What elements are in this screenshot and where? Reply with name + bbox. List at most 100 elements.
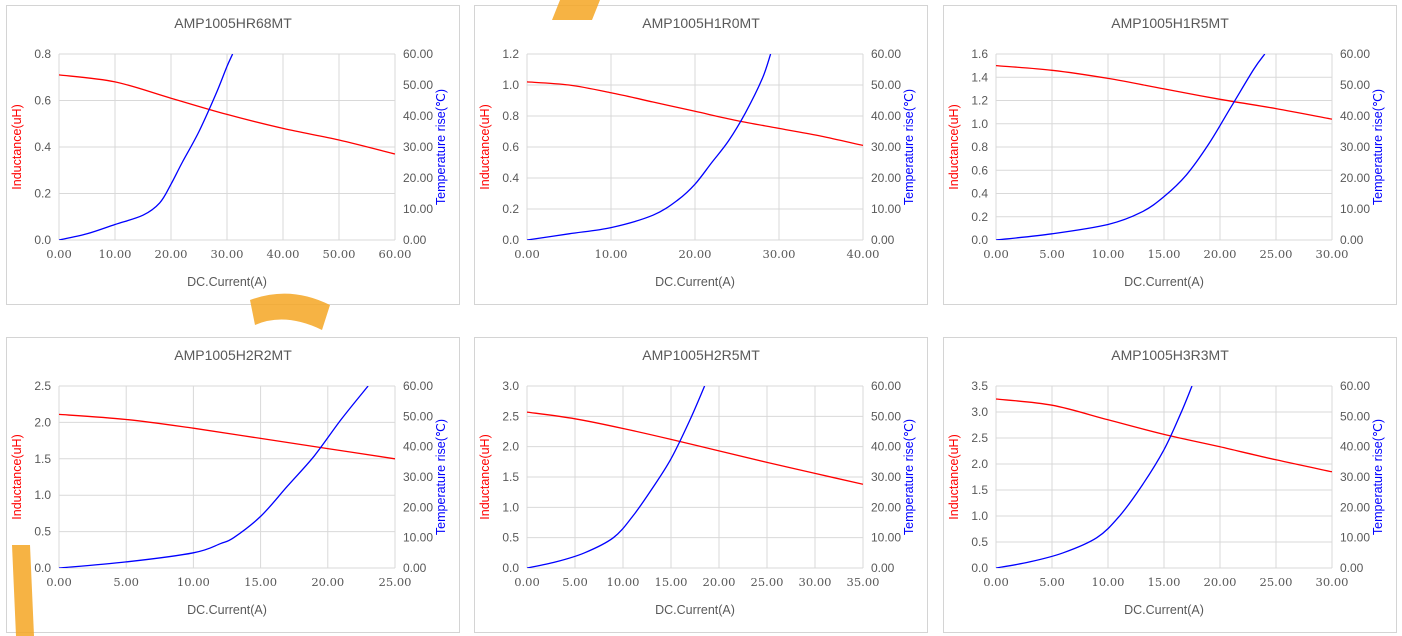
y-right-tick-label: 20.00 bbox=[403, 171, 433, 185]
chart-panel-amp1005hr68mt: AMP1005HR68MT 0.00 10.00 20.00 30.00 40.00 50.… bbox=[6, 5, 460, 305]
y-right-tick-label: 40.00 bbox=[403, 109, 433, 123]
chart-title: AMP1005H1R5MT bbox=[1111, 15, 1229, 31]
y-right-axis-label: Temperature rise(℃) bbox=[902, 419, 916, 535]
y-left-tick-label: 0.8 bbox=[502, 109, 519, 123]
x-tick-label: 10.00 bbox=[595, 247, 628, 261]
y-left-tick-label: 0.5 bbox=[502, 531, 519, 545]
y-left-tick-label: 1.0 bbox=[971, 509, 988, 523]
y-left-tick-label: 0.8 bbox=[971, 140, 988, 154]
y-left-tick-label: 0.0 bbox=[502, 233, 519, 247]
y-left-tick-label: 0.0 bbox=[34, 233, 51, 247]
y-right-tick-label: 20.00 bbox=[871, 171, 901, 185]
y-right-tick-label: 10.00 bbox=[871, 531, 901, 545]
y-left-tick-label: 1.5 bbox=[34, 452, 51, 466]
inductance-line bbox=[996, 64, 1332, 120]
y-left-tick-label: 3.0 bbox=[502, 379, 519, 393]
x-tick-label: 5.00 bbox=[113, 575, 139, 589]
x-tick-label: 0.00 bbox=[514, 247, 540, 261]
x-tick-label: 20.00 bbox=[1204, 575, 1237, 589]
x-axis-label: DC.Current(A) bbox=[655, 603, 735, 617]
temperature-rise-line bbox=[59, 54, 234, 240]
y-left-tick-label: 0.2 bbox=[502, 202, 519, 216]
y-right-axis-label: Temperature rise(℃) bbox=[1371, 89, 1385, 205]
y-right-tick-label: 10.00 bbox=[1340, 531, 1370, 545]
chart-title: AMP1005H3R3MT bbox=[1111, 347, 1229, 363]
x-tick-label: 15.00 bbox=[244, 575, 277, 589]
y-right-tick-label: 50.00 bbox=[403, 409, 433, 423]
y-left-tick-label: 2.5 bbox=[34, 379, 51, 393]
y-left-tick-label: 0.4 bbox=[971, 187, 988, 201]
y-right-tick-label: 30.00 bbox=[403, 140, 433, 154]
chart-plot: AMP1005H1R5MT 0.00 5.00 10.00 15.00 20.00 25.0… bbox=[947, 15, 1385, 289]
y-right-axis-label: Temperature rise(℃) bbox=[902, 89, 916, 205]
y-right-tick-label: 40.00 bbox=[1340, 109, 1370, 123]
y-right-tick-label: 40.00 bbox=[871, 440, 901, 454]
temperature-rise-line bbox=[527, 54, 772, 240]
x-axis-label: DC.Current(A) bbox=[187, 603, 267, 617]
y-left-tick-label: 2.0 bbox=[34, 415, 51, 429]
x-tick-label: 25.00 bbox=[1260, 247, 1293, 261]
x-tick-label: 10.00 bbox=[1092, 575, 1125, 589]
y-right-tick-label: 0.00 bbox=[871, 233, 895, 247]
chart-title: AMP1005H2R2MT bbox=[174, 347, 292, 363]
x-tick-label: 30.00 bbox=[763, 247, 796, 261]
x-tick-label: 5.00 bbox=[1039, 247, 1065, 261]
chart-title: AMP1005HR68MT bbox=[174, 15, 292, 31]
y-left-tick-label: 1.0 bbox=[34, 488, 51, 502]
y-left-axis-label: Inductance(uH) bbox=[947, 104, 961, 189]
x-tick-label: 30.00 bbox=[1316, 575, 1349, 589]
y-right-tick-label: 0.00 bbox=[871, 561, 895, 575]
y-left-tick-label: 2.0 bbox=[971, 457, 988, 471]
y-right-tick-label: 50.00 bbox=[1340, 409, 1370, 423]
y-left-axis-label: Inductance(uH) bbox=[10, 104, 24, 189]
y-right-tick-label: 60.00 bbox=[1340, 379, 1370, 393]
y-right-tick-label: 20.00 bbox=[1340, 500, 1370, 514]
x-tick-label: 40.00 bbox=[847, 247, 880, 261]
x-tick-label: 25.00 bbox=[379, 575, 412, 589]
y-right-tick-label: 40.00 bbox=[403, 440, 433, 454]
y-right-tick-label: 50.00 bbox=[1340, 78, 1370, 92]
chart-plot: AMP1005HR68MT 0.00 10.00 20.00 30.00 40.00 50.… bbox=[10, 15, 448, 289]
x-tick-label: 20.00 bbox=[155, 247, 188, 261]
x-tick-label: 15.00 bbox=[655, 575, 688, 589]
x-tick-label: 0.00 bbox=[46, 247, 72, 261]
y-left-tick-label: 2.0 bbox=[502, 440, 519, 454]
chart-plot: AMP1005H2R5MT 0.00 5.00 10.00 15.00 20.00 25.0… bbox=[478, 347, 916, 617]
y-right-tick-label: 40.00 bbox=[1340, 440, 1370, 454]
y-left-tick-label: 2.5 bbox=[971, 431, 988, 445]
x-tick-label: 10.00 bbox=[99, 247, 132, 261]
x-tick-label: 20.00 bbox=[679, 247, 712, 261]
y-right-tick-label: 10.00 bbox=[1340, 202, 1370, 216]
x-tick-label: 10.00 bbox=[607, 575, 640, 589]
x-tick-label: 30.00 bbox=[799, 575, 832, 589]
y-left-tick-label: 1.5 bbox=[502, 470, 519, 484]
y-left-tick-label: 0.8 bbox=[34, 47, 51, 61]
x-tick-label: 25.00 bbox=[751, 575, 784, 589]
x-axis-label: DC.Current(A) bbox=[187, 275, 267, 289]
y-right-tick-label: 0.00 bbox=[403, 561, 427, 575]
y-left-tick-label: 1.0 bbox=[502, 78, 519, 92]
y-right-tick-label: 50.00 bbox=[871, 78, 901, 92]
y-right-tick-label: 30.00 bbox=[871, 470, 901, 484]
y-right-tick-label: 30.00 bbox=[403, 470, 433, 484]
y-left-tick-label: 0.2 bbox=[971, 210, 988, 224]
y-right-tick-label: 60.00 bbox=[1340, 47, 1370, 61]
x-tick-label: 5.00 bbox=[562, 575, 588, 589]
x-axis-label: DC.Current(A) bbox=[655, 275, 735, 289]
y-left-tick-label: 1.4 bbox=[971, 70, 988, 84]
x-tick-label: 20.00 bbox=[1204, 247, 1237, 261]
y-left-tick-label: 0.0 bbox=[502, 561, 519, 575]
y-right-tick-label: 20.00 bbox=[871, 500, 901, 514]
y-right-tick-label: 30.00 bbox=[871, 140, 901, 154]
chart-panel-amp1005h3r3mt: AMP1005H3R3MT 0.00 5.00 10.00 15.00 20.00 25.0… bbox=[943, 337, 1397, 633]
x-tick-label: 0.00 bbox=[983, 247, 1009, 261]
y-right-tick-label: 20.00 bbox=[1340, 171, 1370, 185]
x-tick-label: 0.00 bbox=[514, 575, 540, 589]
y-left-tick-label: 1.2 bbox=[502, 47, 519, 61]
y-left-tick-label: 1.0 bbox=[502, 500, 519, 514]
y-right-tick-label: 20.00 bbox=[403, 500, 433, 514]
y-right-tick-label: 50.00 bbox=[403, 78, 433, 92]
y-left-tick-label: 0.4 bbox=[502, 171, 519, 185]
y-left-axis-label: Inductance(uH) bbox=[10, 434, 24, 519]
